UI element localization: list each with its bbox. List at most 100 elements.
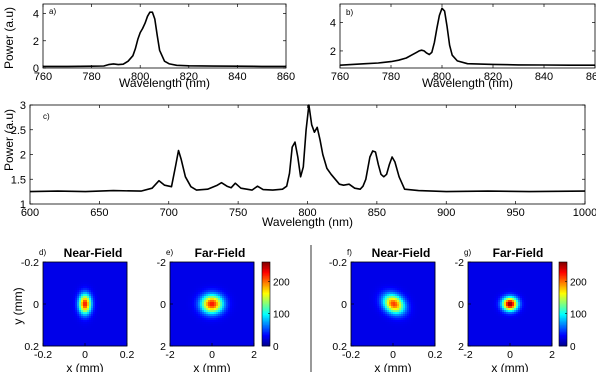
heatmap-cell bbox=[403, 298, 406, 301]
heatmap-cell bbox=[99, 280, 102, 283]
heatmap-cell bbox=[397, 288, 400, 291]
heatmap-cell bbox=[190, 314, 193, 317]
heatmap-cell bbox=[111, 296, 114, 299]
heatmap-cell bbox=[95, 320, 98, 323]
heatmap-cell bbox=[202, 316, 205, 319]
heatmap-cell bbox=[202, 322, 205, 325]
heatmap-cell bbox=[45, 300, 48, 303]
heatmap-cell bbox=[65, 288, 68, 291]
heatmap-cell bbox=[200, 292, 203, 295]
heatmap-cell bbox=[230, 332, 233, 335]
heatmap-cell bbox=[99, 274, 102, 277]
heatmap-cell bbox=[121, 314, 124, 317]
heatmap-cell bbox=[180, 274, 183, 277]
heatmap-cell bbox=[194, 294, 197, 297]
heatmap-cell bbox=[67, 306, 70, 309]
heatmap-cell bbox=[115, 288, 118, 291]
heatmap-cell bbox=[117, 334, 120, 337]
heatmap-cell bbox=[59, 330, 62, 333]
heatmap-cell bbox=[71, 276, 74, 279]
heatmap-cell bbox=[403, 280, 406, 283]
heatmap-cell bbox=[206, 270, 209, 273]
heatmap-cell bbox=[423, 266, 426, 269]
heatmap-cell bbox=[210, 320, 213, 323]
heatmap-cell bbox=[391, 308, 394, 311]
heatmap-cell bbox=[365, 300, 368, 303]
heatmap-cell bbox=[397, 290, 400, 293]
heatmap-cell bbox=[363, 312, 366, 315]
heatmap-cell bbox=[105, 294, 108, 297]
heatmap-cell bbox=[51, 262, 54, 265]
heatmap-cell bbox=[125, 296, 128, 299]
heatmap-cell bbox=[89, 304, 92, 307]
heatmap-cell bbox=[218, 266, 221, 269]
heatmap-cell bbox=[109, 308, 112, 311]
heatmap-cell bbox=[202, 306, 205, 309]
heatmap-cell bbox=[389, 276, 392, 279]
heatmap-cell bbox=[252, 344, 255, 347]
heatmap-cell bbox=[63, 294, 66, 297]
heatmap-cell bbox=[421, 312, 424, 315]
heatmap-cell bbox=[81, 312, 84, 315]
heatmap-cell bbox=[405, 310, 408, 313]
heatmap-cell bbox=[198, 306, 201, 309]
heatmap-cell bbox=[109, 286, 112, 289]
colorbar-segment bbox=[262, 281, 270, 284]
heatmap-cell bbox=[226, 298, 229, 301]
heatmap-cell bbox=[77, 304, 80, 307]
heatmap-cell bbox=[234, 274, 237, 277]
heatmap-cell bbox=[361, 266, 364, 269]
heatmap-cell bbox=[43, 262, 46, 265]
heatmap-cell bbox=[65, 324, 68, 327]
heatmap-cell bbox=[103, 292, 106, 295]
heatmap-cell bbox=[87, 320, 90, 323]
heatmap-cell bbox=[383, 264, 386, 267]
heatmap-cell bbox=[99, 330, 102, 333]
heatmap-cell bbox=[196, 276, 199, 279]
heatmap-cell bbox=[188, 266, 191, 269]
heatmap-cell bbox=[83, 278, 86, 281]
heatmap-cell bbox=[240, 338, 243, 341]
heatmap-cell bbox=[357, 290, 360, 293]
heatmap-cell bbox=[206, 274, 209, 277]
heatmap-cell bbox=[246, 328, 249, 331]
heatmap-cell bbox=[77, 262, 80, 265]
heatmap-cell bbox=[83, 282, 86, 285]
heatmap-cell bbox=[113, 308, 116, 311]
heatmap-cell bbox=[415, 286, 418, 289]
heatmap-cell bbox=[107, 292, 110, 295]
heatmap-cell bbox=[45, 294, 48, 297]
heatmap-cell bbox=[200, 316, 203, 319]
heatmap-cell bbox=[246, 310, 249, 313]
heatmap-cell bbox=[184, 338, 187, 341]
heatmap-cell bbox=[49, 274, 52, 277]
heatmap-cell bbox=[220, 286, 223, 289]
heatmap-cell bbox=[363, 276, 366, 279]
colorbar-segment bbox=[262, 263, 270, 266]
heatmap-cell bbox=[75, 302, 78, 305]
heatmap-cell bbox=[365, 278, 368, 281]
heatmap-cell bbox=[363, 314, 366, 317]
heatmap-cell bbox=[393, 280, 396, 283]
heatmap-cell bbox=[59, 290, 62, 293]
heatmap-cell bbox=[212, 322, 215, 325]
heatmap-cell bbox=[411, 316, 414, 319]
heatmap-cell bbox=[188, 272, 191, 275]
heatmap-cell bbox=[363, 302, 366, 305]
heatmap-cell bbox=[103, 308, 106, 311]
heatmap-cell bbox=[373, 312, 376, 315]
heatmap-cell bbox=[393, 278, 396, 281]
heatmap-cell bbox=[178, 296, 181, 299]
heatmap-cell bbox=[182, 294, 185, 297]
heatmap-cell bbox=[423, 300, 426, 303]
heatmap-cell bbox=[107, 290, 110, 293]
heatmap-cell bbox=[242, 276, 245, 279]
heatmap-cell bbox=[101, 336, 104, 339]
heatmap-cell bbox=[65, 298, 68, 301]
x-axis-label: Wavelength (nm) bbox=[119, 76, 210, 90]
heatmap-cell bbox=[192, 328, 195, 331]
heatmap-cell bbox=[45, 326, 48, 329]
heatmap-cell bbox=[431, 266, 434, 269]
heatmap-cell bbox=[95, 276, 98, 279]
heatmap-cell bbox=[105, 282, 108, 285]
